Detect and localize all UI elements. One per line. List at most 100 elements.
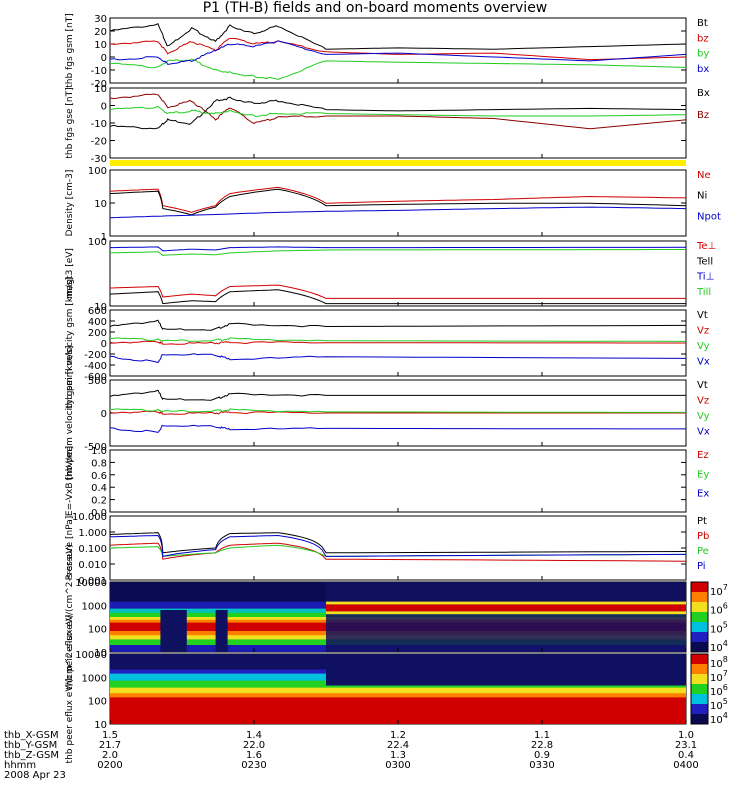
y-tick-label: 10.000 bbox=[72, 512, 107, 523]
y-tick-label: 10 bbox=[94, 199, 107, 210]
spectrogram-quiet bbox=[326, 582, 686, 652]
panel-frame bbox=[109, 240, 687, 307]
colorbar-segment bbox=[691, 582, 708, 593]
y-tick-label: 100 bbox=[88, 625, 107, 636]
colorbar-segment bbox=[691, 684, 708, 695]
x-tick-label: 1.0 bbox=[678, 730, 694, 741]
legend-entry: Bx bbox=[697, 88, 710, 99]
x-tick-label: 0.4 bbox=[678, 750, 694, 761]
legend-entry: Bz bbox=[697, 110, 709, 121]
colorbar-tick-exponent: 6 bbox=[723, 683, 728, 692]
panel-temperature: magt3 [eV] 100 10 Te⊥ Tell Ti⊥ Till bbox=[65, 237, 716, 313]
y-tick-label: 400 bbox=[88, 317, 107, 328]
y-tick-label: 10 bbox=[94, 720, 107, 731]
series-line-bz bbox=[109, 37, 687, 61]
colorbar-tick-exponent: 7 bbox=[723, 583, 728, 592]
panel-pressure: Pressure [nPa]10.000 1.000 0.100 0.010 0.001… bbox=[65, 512, 709, 587]
x-axis-row-label: thb_X-GSM bbox=[4, 730, 59, 741]
x-tick-label: 1.2 bbox=[390, 730, 406, 741]
panel-peer-eflux: thb peer eflux eV/(cm^2-s-sr-eV) 10000100… bbox=[65, 615, 728, 764]
y-tick-label: 500 bbox=[88, 376, 107, 387]
series-line-Bx bbox=[109, 96, 687, 130]
y-tick-label: 0.100 bbox=[78, 544, 107, 555]
y-tick-label: -500 bbox=[84, 442, 107, 453]
spectrogram bbox=[110, 654, 686, 724]
y-axis-label: thb peir eflux eV/(cm^2-s-sr-eV) bbox=[65, 544, 75, 690]
date-label: 2008 Apr 23 bbox=[4, 770, 66, 781]
colorbar-segment bbox=[691, 592, 708, 603]
series-line-Te⊥ bbox=[109, 284, 686, 299]
colorbar-tick-label: 108 bbox=[710, 655, 728, 670]
panel-density: Density [cm-3] 100 10 1 Ne Ni Npot bbox=[65, 166, 721, 243]
x-tick-label: 1.6 bbox=[246, 750, 262, 761]
y-tick-label: 10 bbox=[94, 84, 107, 95]
colorbar-tick-label: 107 bbox=[710, 669, 728, 684]
colorbar-tick-label: 106 bbox=[710, 602, 728, 617]
y-tick-label: 1000 bbox=[82, 673, 107, 684]
spectrogram-band bbox=[326, 604, 686, 612]
colorbar-segment bbox=[691, 714, 708, 725]
legend-entry: Till bbox=[696, 287, 711, 298]
series-line-Vz bbox=[109, 410, 686, 415]
colorbar-segment bbox=[691, 704, 708, 715]
legend-entry: Pe bbox=[697, 546, 709, 557]
x-tick-label: 0330 bbox=[529, 760, 554, 771]
x-tick-label: 0300 bbox=[385, 760, 410, 771]
spectrogram-band bbox=[326, 601, 686, 605]
y-tick-label: 1000 bbox=[82, 601, 107, 612]
legend-entry: Tell bbox=[696, 256, 713, 267]
legend-entry: Ey bbox=[697, 469, 709, 480]
y-axis-label: thb peer eflux eV/(cm^2-s-sr-eV) bbox=[65, 615, 75, 764]
series-line-Npot bbox=[109, 206, 687, 219]
colorbar-segment bbox=[691, 642, 708, 653]
y-tick-label: 10 bbox=[94, 648, 107, 659]
y-tick-label: 1 bbox=[101, 232, 107, 243]
y-tick-label: -10 bbox=[91, 66, 107, 77]
colorbar-frame bbox=[690, 581, 709, 653]
legend-entry: Te⊥ bbox=[696, 241, 716, 252]
y-tick-label: 20 bbox=[94, 27, 107, 38]
colorbar-tick-exponent: 5 bbox=[723, 697, 728, 706]
colorbar-tick-exponent: 5 bbox=[723, 620, 728, 629]
legend-entry: Bt bbox=[697, 18, 708, 29]
colorbar-segment bbox=[691, 694, 708, 705]
legend-entry: Vz bbox=[697, 326, 709, 337]
spectrogram bbox=[110, 582, 686, 652]
colorbar-tick-exponent: 8 bbox=[723, 655, 728, 664]
y-tick-label: 100 bbox=[88, 697, 107, 708]
panel-fgs-gse: thb fgs gse [nT] 10 0 -10 -20 -30 Bx Bz bbox=[65, 84, 710, 165]
colorbar-tick-exponent: 4 bbox=[723, 711, 728, 720]
y-tick-label: 0.4 bbox=[91, 483, 107, 494]
legend-entry: bx bbox=[697, 64, 709, 75]
panel-e-field: E=-VxB [mV/m] 1.00.8 0.60.4 0.20.0 Ez Ey Ex bbox=[65, 446, 709, 519]
y-tick-label: -20 bbox=[91, 79, 107, 90]
y-tick-label: 10000 bbox=[75, 650, 107, 661]
legend-entry: Pi bbox=[697, 561, 706, 572]
x-tick-label: 0.9 bbox=[534, 750, 550, 761]
series-line-Vt bbox=[109, 319, 687, 331]
x-tick-label: 1.4 bbox=[246, 730, 262, 741]
x-tick-label: 0230 bbox=[241, 760, 266, 771]
y-tick-label: 0 bbox=[101, 53, 107, 64]
colorbar-tick-label: 104 bbox=[710, 711, 728, 726]
y-axis-label: E=-VxB [mV/m] bbox=[65, 446, 75, 516]
y-axis-label: thb fgs gsm [nT] bbox=[65, 13, 75, 88]
series-line-bx bbox=[109, 40, 687, 65]
y-axis-label: thb fgs gse [nT] bbox=[65, 87, 75, 158]
legend-entry: Pb bbox=[697, 531, 709, 542]
y-axis-label: thb peem velocity gsm [km/s] bbox=[65, 345, 75, 480]
y-tick-label: 1.0 bbox=[91, 446, 107, 457]
y-tick-label: 100 bbox=[88, 237, 107, 248]
panel-frame bbox=[109, 17, 687, 84]
legend-entry: Vt bbox=[697, 380, 708, 391]
legend-entry: Vt bbox=[697, 310, 708, 321]
series-line-Vt bbox=[109, 389, 686, 401]
colorbar-tick-exponent: 6 bbox=[723, 602, 728, 611]
y-tick-label: 1.000 bbox=[78, 528, 107, 539]
colorbar-tick-label: 105 bbox=[710, 697, 728, 712]
series-line-Vy bbox=[109, 408, 686, 413]
series-line-Bz bbox=[109, 93, 687, 130]
colorbar-tick-label: 107 bbox=[710, 583, 728, 598]
